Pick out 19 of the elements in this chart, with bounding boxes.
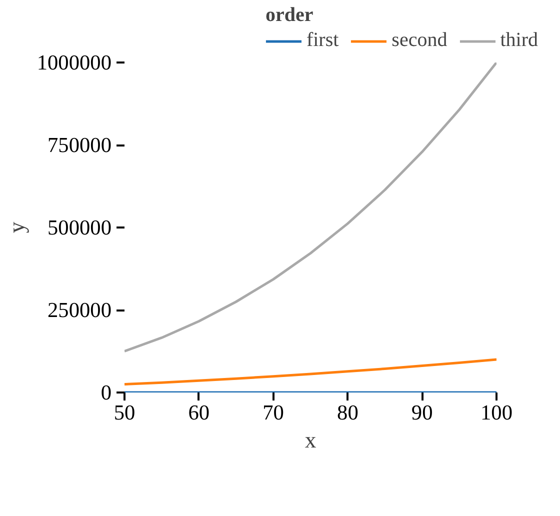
y-tick-label: 1000000 — [36, 50, 112, 74]
y-tick-label: 0 — [100, 380, 112, 404]
y-axis-title: y — [4, 221, 29, 234]
legend-label: third — [500, 29, 538, 52]
legend-label: second — [392, 29, 448, 52]
legend-title: order — [265, 4, 314, 27]
y-tick-label: 250000 — [48, 298, 112, 322]
y-tick-label: 750000 — [48, 133, 112, 157]
x-tick-label: 80 — [337, 400, 358, 424]
y-tick-label: 500000 — [48, 216, 112, 240]
x-tick-label: 60 — [188, 400, 210, 424]
legend-label: first — [306, 29, 339, 52]
x-tick-label: 50 — [114, 400, 136, 424]
line-series — [124, 62, 496, 352]
x-tick-label: 70 — [262, 400, 284, 424]
line-series — [124, 358, 496, 386]
x-tick-label: 100 — [480, 400, 513, 424]
x-axis-title: x — [304, 428, 317, 452]
x-tick-label: 90 — [411, 400, 433, 424]
